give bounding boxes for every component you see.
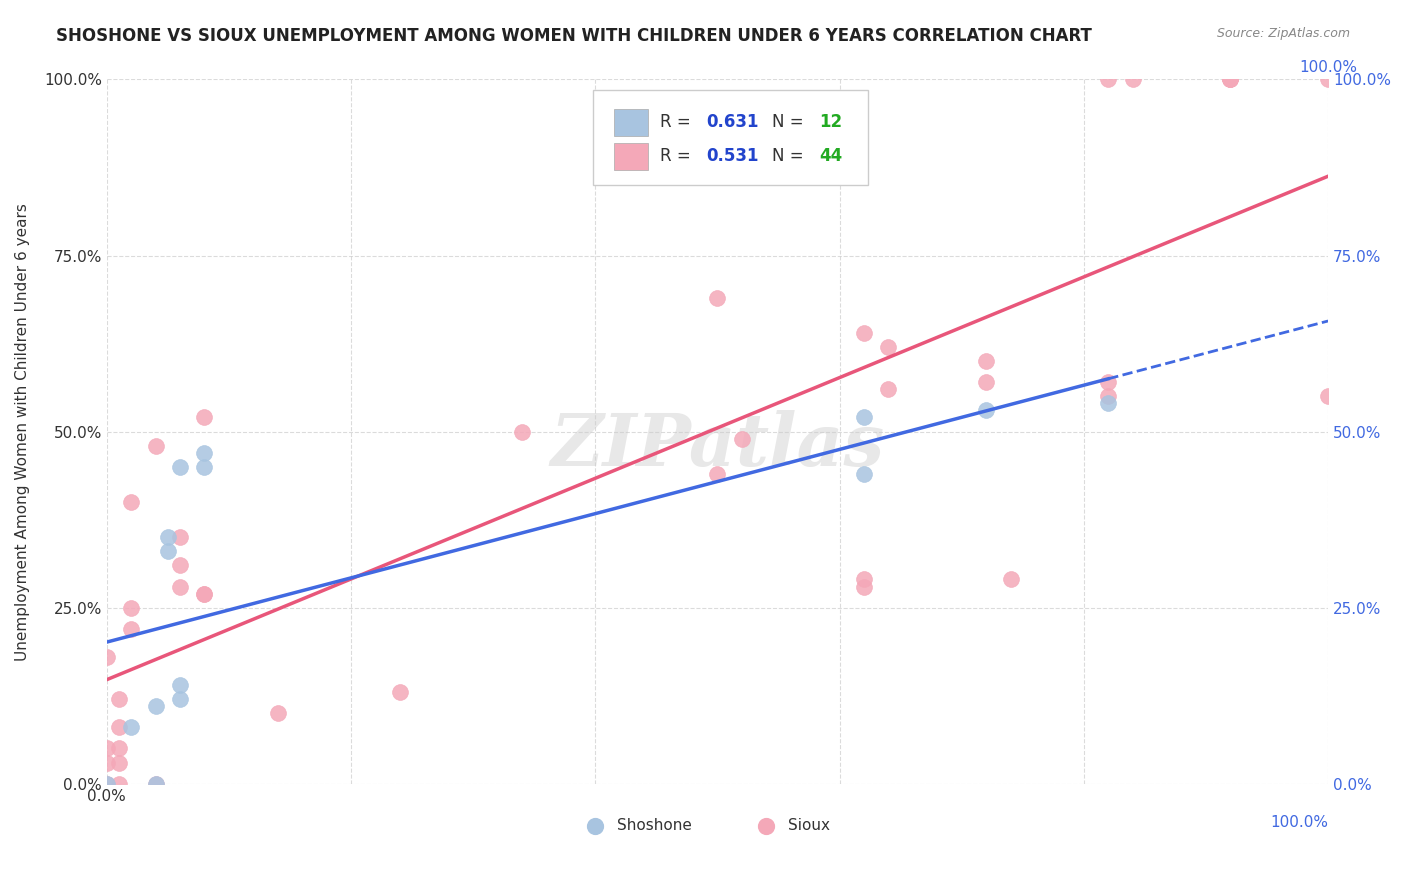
Point [853, 580, 876, 594]
Point [1097, 389, 1119, 403]
Point [853, 410, 876, 425]
Point [108, 756, 131, 770]
Bar [613, 143, 648, 169]
Text: 12: 12 [818, 113, 842, 131]
Point [120, 600, 142, 615]
Point [96, 741, 118, 756]
Point [1000, 573, 1022, 587]
Point [974, 376, 997, 390]
Point [96, 649, 118, 664]
Point [1122, 72, 1144, 87]
Bar [613, 109, 648, 136]
Point [877, 340, 900, 354]
Point [1317, 72, 1340, 87]
Point [169, 530, 191, 544]
Text: R =: R = [659, 113, 696, 131]
Text: ZIPatlas: ZIPatlas [550, 410, 884, 481]
Point [1219, 72, 1241, 87]
Point [193, 586, 215, 600]
Point [1219, 72, 1241, 87]
Point [877, 382, 900, 396]
Point [120, 622, 142, 636]
Point [169, 692, 191, 706]
Point [156, 544, 179, 558]
Point [108, 720, 131, 734]
Point [145, 439, 167, 453]
Point [145, 699, 167, 714]
Point [96, 777, 118, 791]
Text: 0.631: 0.631 [706, 113, 759, 131]
Text: Source: ZipAtlas.com: Source: ZipAtlas.com [1216, 27, 1350, 40]
Point [510, 425, 533, 439]
Point [853, 573, 876, 587]
Point [388, 685, 411, 699]
Text: SHOSHONE VS SIOUX UNEMPLOYMENT AMONG WOMEN WITH CHILDREN UNDER 6 YEARS CORRELATI: SHOSHONE VS SIOUX UNEMPLOYMENT AMONG WOM… [56, 27, 1092, 45]
Text: N =: N = [772, 113, 810, 131]
Point [755, 819, 778, 833]
Point [853, 326, 876, 340]
Point [96, 756, 118, 770]
Point [96, 777, 118, 791]
Text: N =: N = [772, 147, 810, 165]
Point [156, 530, 179, 544]
Point [267, 706, 290, 721]
Text: 44: 44 [818, 147, 842, 165]
Point [731, 432, 754, 446]
Point [1097, 72, 1119, 87]
Point [193, 446, 215, 460]
Point [145, 777, 167, 791]
Point [193, 410, 215, 425]
Point [169, 558, 191, 573]
Point [108, 692, 131, 706]
Text: 100.0%: 100.0% [1270, 815, 1329, 830]
Point [974, 403, 997, 417]
Point [853, 467, 876, 481]
Point [706, 291, 728, 305]
Point [1317, 389, 1340, 403]
Point [1219, 72, 1241, 87]
Point [169, 459, 191, 474]
Point [1097, 396, 1119, 410]
Point [974, 354, 997, 368]
Y-axis label: Unemployment Among Women with Children Under 6 years: Unemployment Among Women with Children U… [15, 202, 30, 660]
Point [1219, 72, 1241, 87]
Point [120, 495, 142, 509]
FancyBboxPatch shape [593, 90, 868, 186]
Point [108, 741, 131, 756]
Point [193, 459, 215, 474]
Text: R =: R = [659, 147, 696, 165]
Text: Sioux: Sioux [789, 819, 831, 833]
Point [583, 819, 606, 833]
Point [169, 678, 191, 692]
Point [120, 720, 142, 734]
Text: Shoshone: Shoshone [617, 819, 692, 833]
Point [706, 467, 728, 481]
Point [1097, 376, 1119, 390]
Point [193, 586, 215, 600]
Text: 0.531: 0.531 [706, 147, 759, 165]
Point [145, 777, 167, 791]
Point [108, 777, 131, 791]
Point [169, 580, 191, 594]
